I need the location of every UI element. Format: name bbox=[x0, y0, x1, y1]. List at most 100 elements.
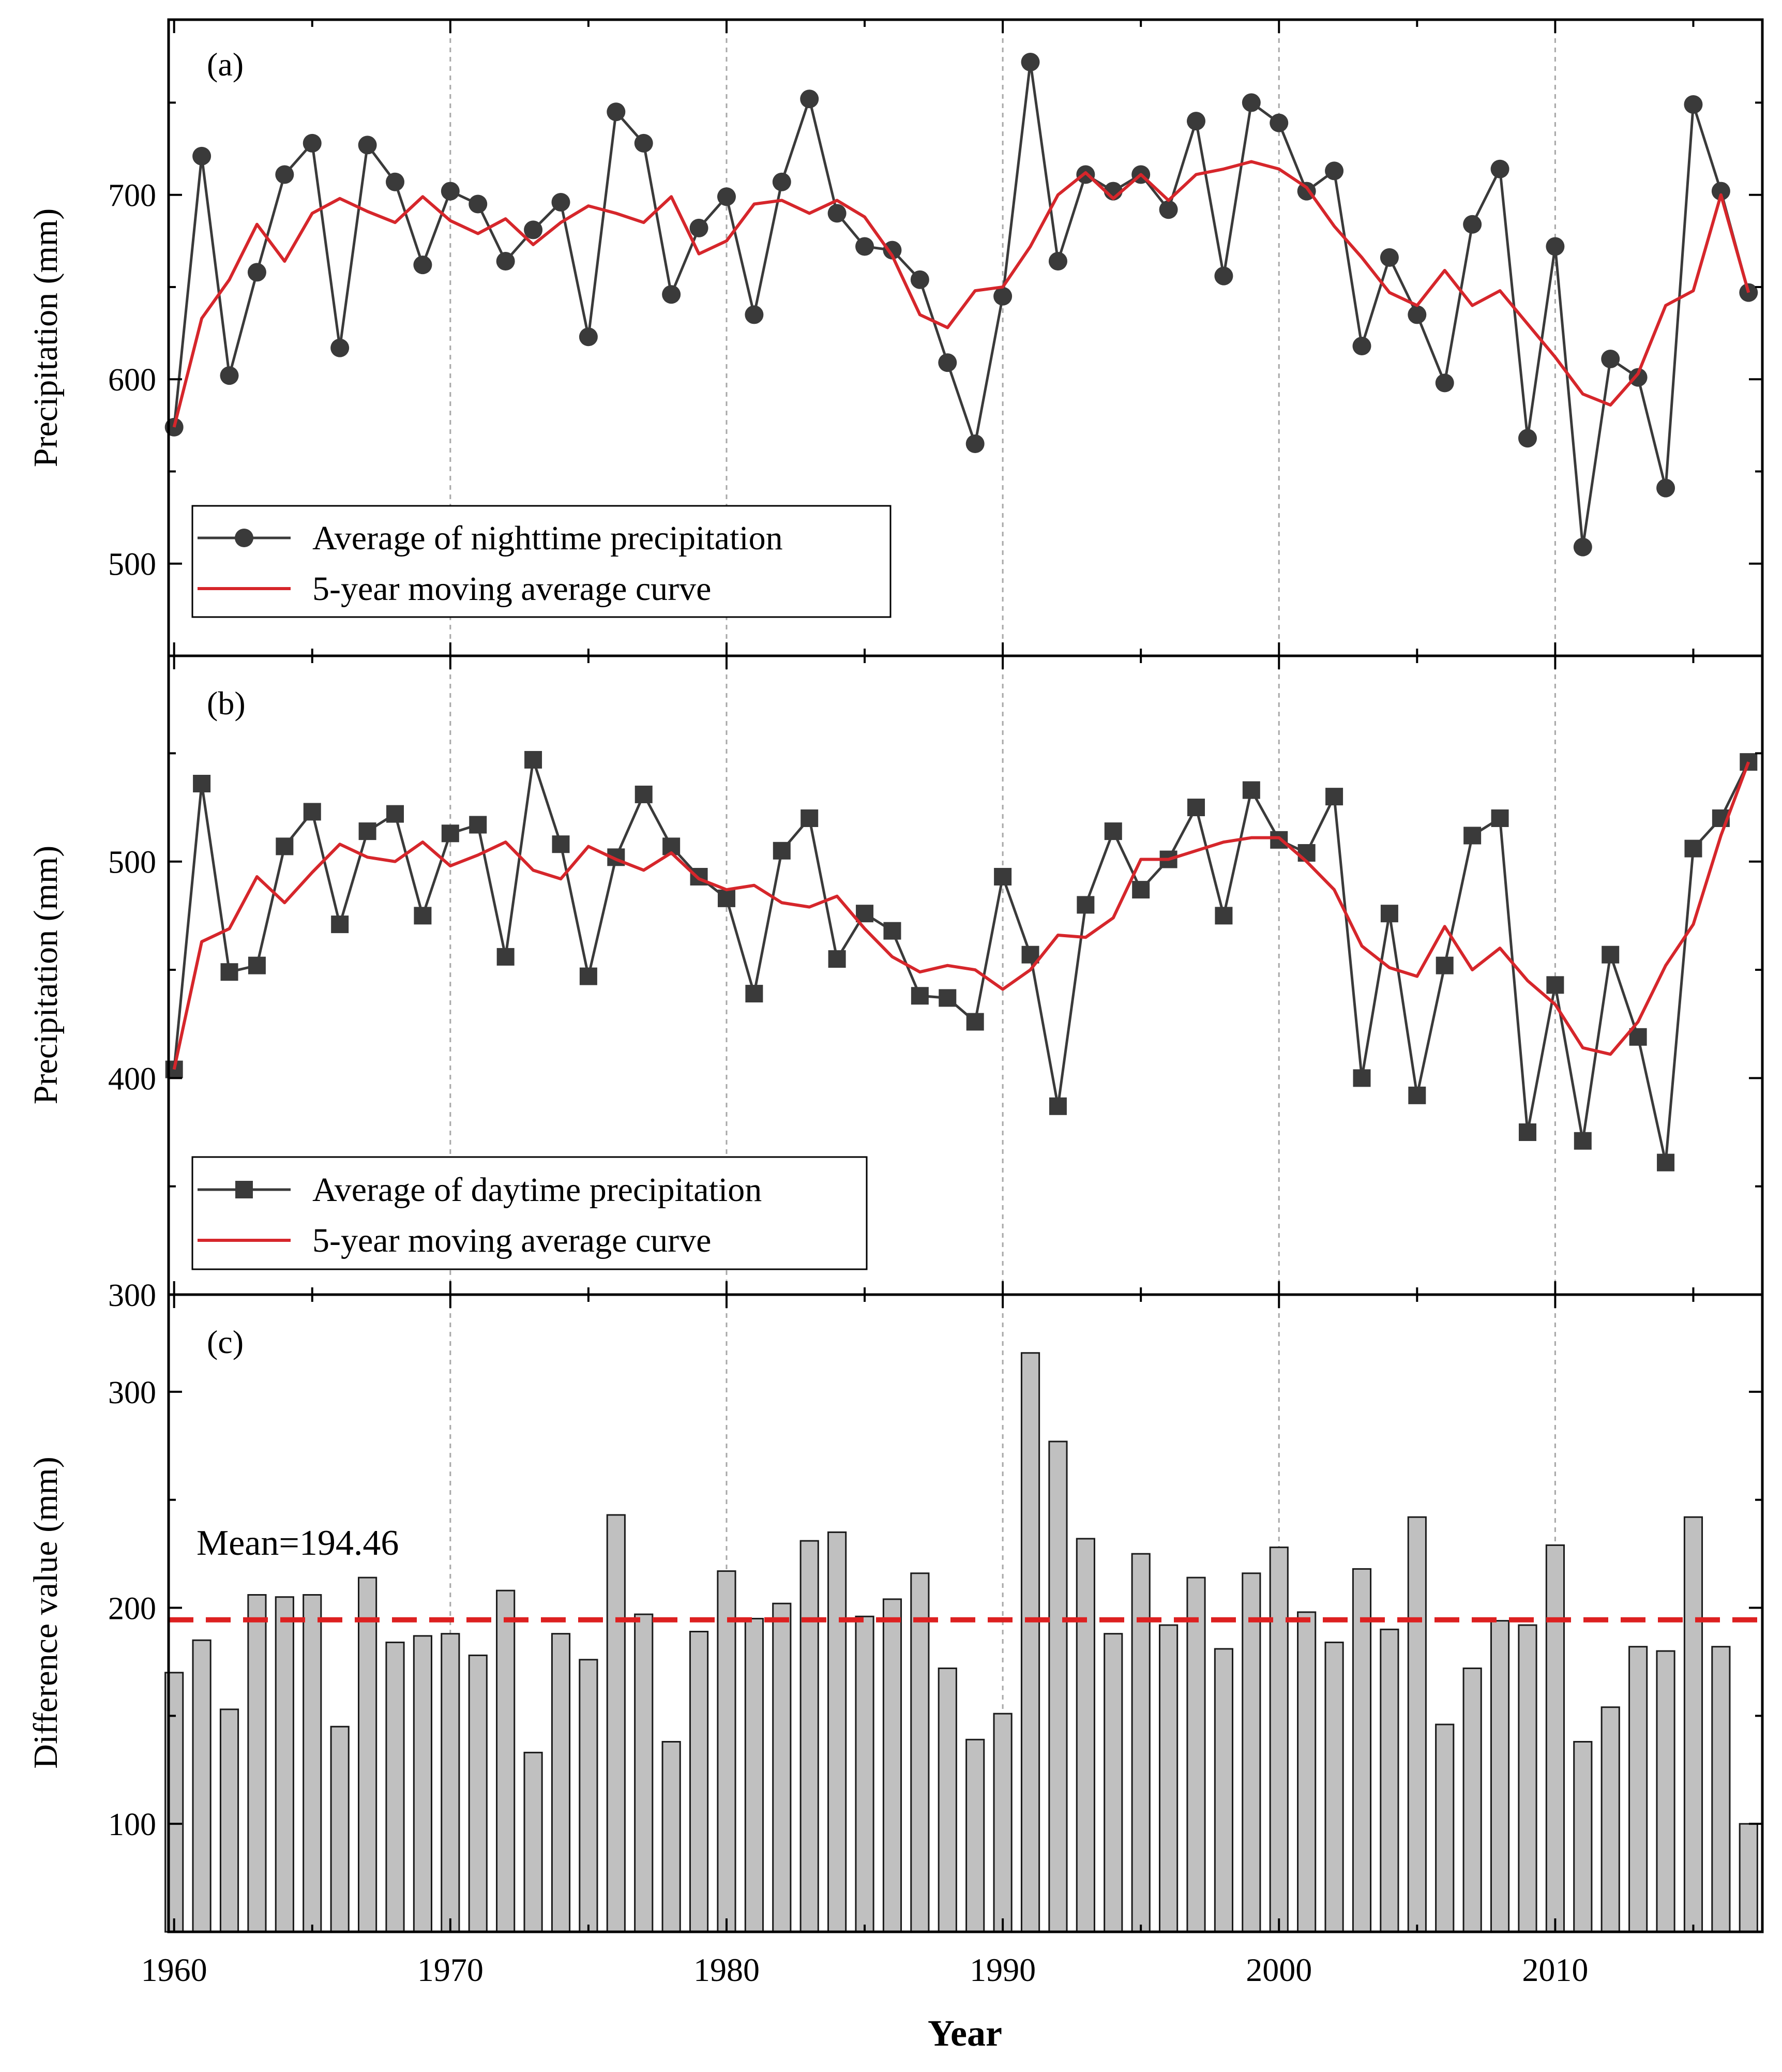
bar-1978 bbox=[661, 1740, 681, 1933]
bar-1991 bbox=[1020, 1352, 1040, 1933]
observed-point-2004 bbox=[1380, 905, 1398, 923]
x-tick-label-2000: 2000 bbox=[1246, 1951, 1312, 1988]
bar-1974 bbox=[551, 1633, 571, 1933]
bar-1968 bbox=[385, 1641, 405, 1933]
bar-1983 bbox=[799, 1540, 819, 1933]
observed-point-1970 bbox=[441, 182, 460, 201]
observed-point-1963 bbox=[248, 956, 266, 974]
observed-point-1984 bbox=[828, 950, 846, 968]
bar-1975 bbox=[579, 1659, 598, 1933]
bar-1992 bbox=[1048, 1440, 1068, 1933]
observed-point-1997 bbox=[1187, 799, 1205, 817]
observed-point-1962 bbox=[220, 366, 239, 385]
x-axis: 1960 1970 1980 1990 2000 2010 bbox=[141, 1951, 1589, 1988]
observed-point-1999 bbox=[1242, 781, 1260, 799]
bar-1987 bbox=[910, 1572, 930, 1933]
observed-point-1981 bbox=[745, 305, 764, 324]
observed-point-2012 bbox=[1601, 350, 1620, 368]
moving-average-line bbox=[172, 761, 1750, 1070]
observed-point-2013 bbox=[1628, 368, 1648, 387]
observed-point-2015 bbox=[1684, 839, 1702, 858]
legend-b-average-label: 5-year moving average curve bbox=[312, 1222, 711, 1259]
observed-point-2001 bbox=[1297, 844, 1316, 862]
observed-point-1966 bbox=[330, 338, 350, 357]
y-tick-label: 500 bbox=[108, 547, 156, 582]
observed-point-1967 bbox=[358, 136, 377, 155]
panel-a-plot bbox=[164, 53, 1758, 557]
observed-point-1976 bbox=[607, 102, 626, 122]
bar-2014 bbox=[1656, 1650, 1675, 1933]
observed-point-1992 bbox=[1049, 1097, 1067, 1115]
observed-point-2011 bbox=[1574, 1132, 1592, 1150]
legend-a-observed-marker bbox=[235, 529, 253, 547]
panel-a-label: (a) bbox=[207, 46, 244, 83]
bar-1981 bbox=[744, 1617, 764, 1933]
mean-label: Mean=194.46 bbox=[197, 1523, 399, 1563]
observed-point-1990 bbox=[994, 868, 1012, 886]
observed-point-2000 bbox=[1270, 113, 1289, 132]
observed-point-2009 bbox=[1518, 1123, 1536, 1142]
observed-point-1972 bbox=[496, 948, 515, 966]
observed-point-1992 bbox=[1048, 252, 1067, 271]
bar-1970 bbox=[441, 1633, 460, 1933]
panel-c-ylabel: Difference value (mm) bbox=[27, 1457, 65, 1768]
observed-point-2008 bbox=[1491, 809, 1509, 827]
panel-b-ticks: 300 400 500 bbox=[108, 656, 1762, 1313]
observed-point-1988 bbox=[939, 989, 957, 1007]
observed-point-1962 bbox=[220, 963, 238, 981]
panel-c-plot bbox=[164, 1352, 1762, 1933]
bar-1969 bbox=[413, 1635, 433, 1933]
legend-a-observed-label: Average of nighttime precipitation bbox=[312, 519, 783, 557]
bar-1989 bbox=[965, 1738, 985, 1933]
observed-point-1974 bbox=[552, 835, 570, 853]
bar-2004 bbox=[1380, 1628, 1399, 1933]
observed-point-2011 bbox=[1573, 537, 1592, 557]
observed-point-1982 bbox=[773, 842, 791, 860]
observed-point-2012 bbox=[1602, 945, 1620, 964]
bar-1967 bbox=[357, 1576, 377, 1933]
observed-point-1970 bbox=[441, 824, 459, 843]
observed-point-1971 bbox=[469, 194, 488, 214]
y-tick-label: 300 bbox=[108, 1278, 156, 1313]
bar-1976 bbox=[606, 1514, 626, 1933]
observed-point-2006 bbox=[1435, 373, 1454, 393]
bar-1998 bbox=[1214, 1648, 1234, 1933]
x-tick-label-1970: 1970 bbox=[417, 1951, 484, 1988]
observed-point-1997 bbox=[1187, 112, 1206, 131]
observed-point-2003 bbox=[1353, 1069, 1371, 1087]
y-tick-label: 400 bbox=[108, 1061, 156, 1097]
observed-point-1963 bbox=[247, 263, 266, 282]
observed-point-1968 bbox=[385, 172, 404, 191]
x-tick-label-1960: 1960 bbox=[141, 1951, 207, 1988]
observed-point-1996 bbox=[1159, 200, 1178, 219]
panel-c-frame bbox=[167, 1293, 1764, 1933]
observed-point-1968 bbox=[386, 805, 404, 823]
bar-1973 bbox=[523, 1751, 543, 1933]
panel-b-label: (b) bbox=[207, 685, 246, 722]
bar-1963 bbox=[247, 1594, 267, 1933]
observed-point-1982 bbox=[772, 172, 791, 191]
observed-point-1981 bbox=[745, 985, 763, 1003]
observed-point-1966 bbox=[331, 915, 349, 934]
observed-point-1999 bbox=[1242, 93, 1261, 112]
observed-point-1998 bbox=[1214, 266, 1233, 286]
observed-point-1961 bbox=[193, 775, 211, 792]
bar-2009 bbox=[1518, 1624, 1537, 1933]
observed-point-2007 bbox=[1463, 827, 1482, 845]
observed-series-line bbox=[173, 62, 1750, 548]
bar-1966 bbox=[330, 1725, 350, 1933]
observed-point-1973 bbox=[524, 220, 543, 239]
observed-point-2005 bbox=[1408, 305, 1427, 324]
bar-1985 bbox=[855, 1615, 874, 1933]
panel-c-label: (c) bbox=[207, 1324, 244, 1360]
observed-point-2014 bbox=[1657, 1153, 1675, 1172]
observed-point-1961 bbox=[192, 146, 212, 166]
bar-1988 bbox=[938, 1667, 957, 1933]
observed-point-1993 bbox=[1077, 896, 1095, 914]
y-tick-label: 100 bbox=[108, 1807, 156, 1842]
panel-a-ylabel: Precipitation (mm) bbox=[27, 208, 65, 467]
x-tick-label-1990: 1990 bbox=[970, 1951, 1036, 1988]
observed-point-1987 bbox=[910, 270, 929, 289]
x-tick-label-2010: 2010 bbox=[1522, 1951, 1588, 1988]
